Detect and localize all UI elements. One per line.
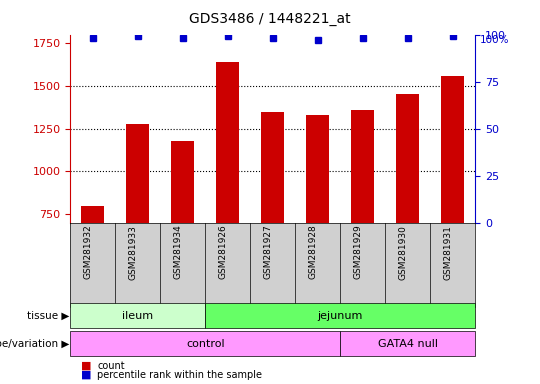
Bar [217,62,239,223]
Text: GSM281933: GSM281933 [129,225,138,280]
Text: GATA4 null: GATA4 null [377,339,438,349]
Bar [261,111,284,223]
Text: GDS3486 / 1448221_at: GDS3486 / 1448221_at [189,12,351,25]
Text: GSM281929: GSM281929 [354,225,363,280]
Bar [396,94,419,223]
Text: GSM281928: GSM281928 [309,225,318,280]
Text: count: count [97,361,125,371]
Text: genotype/variation ▶: genotype/variation ▶ [0,339,69,349]
Text: ■: ■ [81,361,91,371]
Text: GSM281927: GSM281927 [264,225,273,280]
Text: GSM281930: GSM281930 [399,225,408,280]
Text: GSM281934: GSM281934 [174,225,183,280]
Text: control: control [186,339,225,349]
Bar [442,76,464,223]
Text: ■: ■ [81,370,91,380]
Text: ileum: ileum [122,311,153,321]
Bar [172,141,194,223]
Bar [352,110,374,223]
Text: tissue ▶: tissue ▶ [27,311,69,321]
Text: GSM281932: GSM281932 [84,225,93,280]
Bar [126,124,149,223]
Bar [307,115,329,223]
Text: 100%: 100% [480,35,509,45]
Text: percentile rank within the sample: percentile rank within the sample [97,370,262,380]
Text: jejunum: jejunum [318,311,363,321]
Text: GSM281926: GSM281926 [219,225,228,280]
Bar [82,205,104,223]
Text: GSM281931: GSM281931 [444,225,453,280]
